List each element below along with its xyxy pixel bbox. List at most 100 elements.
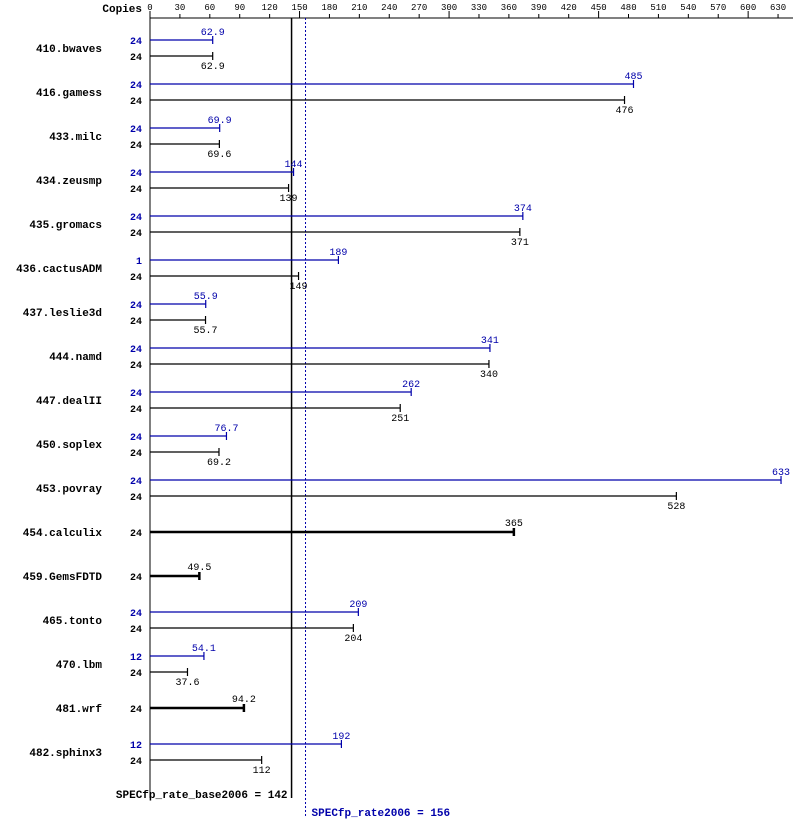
axis-tick-label: 0: [147, 3, 152, 13]
base-copies: 24: [130, 273, 142, 284]
peak-copies: 12: [130, 741, 142, 752]
base-value-label: 204: [344, 634, 362, 645]
axis-tick-label: 150: [291, 3, 307, 13]
base-value-label: 251: [391, 414, 409, 425]
base-value-label: 69.6: [207, 150, 231, 161]
chart-svg: 0306090120150180210240270300330360390420…: [0, 0, 799, 831]
benchmark-name: 447.dealII: [36, 396, 102, 408]
axis-tick-label: 510: [650, 3, 666, 13]
peak-copies: 24: [130, 125, 142, 136]
base-copies: 24: [130, 757, 142, 768]
base-value-label: 149: [290, 282, 308, 293]
base-copies: 24: [130, 625, 142, 636]
axis-tick-label: 60: [204, 3, 215, 13]
benchmark-name: 459.GemsFDTD: [23, 572, 103, 584]
peak-value-label: 54.1: [192, 644, 216, 655]
peak-copies: 1: [136, 257, 142, 268]
axis-tick-label: 360: [501, 3, 517, 13]
base-value-label: 139: [280, 194, 298, 205]
base-copies: 24: [130, 317, 142, 328]
base-copies: 24: [130, 141, 142, 152]
axis-tick-label: 630: [770, 3, 786, 13]
peak-copies: 24: [130, 169, 142, 180]
axis-tick-label: 390: [531, 3, 547, 13]
axis-tick-label: 30: [175, 3, 186, 13]
axis-tick-label: 570: [710, 3, 726, 13]
peak-copies: 24: [130, 477, 142, 488]
base-copies: 24: [130, 705, 142, 716]
benchmark-name: 453.povray: [36, 484, 102, 496]
peak-value-label: 55.9: [194, 292, 218, 303]
peak-value-label: 633: [772, 468, 790, 479]
axis-tick-label: 600: [740, 3, 756, 13]
base-value-label: 371: [511, 238, 529, 249]
benchmark-name: 470.lbm: [56, 660, 103, 672]
peak-copies: 24: [130, 81, 142, 92]
peak-value-label: 209: [349, 600, 367, 611]
benchmark-name: 433.milc: [49, 132, 102, 144]
benchmark-name: 416.gamess: [36, 88, 102, 100]
base-value-label: 49.5: [187, 563, 211, 574]
base-copies: 24: [130, 669, 142, 680]
axis-tick-label: 540: [680, 3, 696, 13]
peak-copies: 24: [130, 433, 142, 444]
base-copies: 24: [130, 573, 142, 584]
base-value-label: 528: [667, 502, 685, 513]
peak-copies: 24: [130, 37, 142, 48]
benchmark-name: 450.soplex: [36, 440, 102, 452]
benchmark-name: 465.tonto: [43, 616, 103, 628]
base-copies: 24: [130, 185, 142, 196]
base-copies: 24: [130, 229, 142, 240]
base-value-label: 112: [253, 766, 271, 777]
axis-tick-label: 300: [441, 3, 457, 13]
peak-value-label: 76.7: [214, 424, 238, 435]
peak-value-label: 192: [332, 732, 350, 743]
base-copies: 24: [130, 53, 142, 64]
axis-tick-label: 330: [471, 3, 487, 13]
base-copies: 24: [130, 405, 142, 416]
base-value-label: 476: [616, 106, 634, 117]
base-value-label: 94.2: [232, 695, 256, 706]
peak-copies: 24: [130, 389, 142, 400]
ref-base-label: SPECfp_rate_base2006 = 142: [116, 790, 288, 802]
peak-copies: 12: [130, 653, 142, 664]
axis-tick-label: 480: [620, 3, 636, 13]
axis-tick-label: 210: [351, 3, 367, 13]
benchmark-name: 481.wrf: [56, 704, 103, 716]
peak-value-label: 262: [402, 380, 420, 391]
base-value-label: 55.7: [194, 326, 218, 337]
benchmark-name: 436.cactusADM: [16, 264, 102, 276]
peak-copies: 24: [130, 609, 142, 620]
peak-value-label: 341: [481, 336, 499, 347]
axis-tick-label: 420: [561, 3, 577, 13]
ref-peak-label: SPECfp_rate2006 = 156: [312, 808, 451, 820]
benchmark-name: 435.gromacs: [29, 220, 102, 232]
peak-copies: 24: [130, 213, 142, 224]
axis-tick-label: 270: [411, 3, 427, 13]
peak-value-label: 69.9: [208, 116, 232, 127]
benchmark-name: 454.calculix: [23, 528, 103, 540]
peak-copies: 24: [130, 345, 142, 356]
base-value-label: 37.6: [175, 678, 199, 689]
benchmark-name: 444.namd: [49, 352, 102, 364]
base-copies: 24: [130, 97, 142, 108]
benchmark-name: 482.sphinx3: [29, 748, 102, 760]
axis-tick-label: 450: [591, 3, 607, 13]
benchmark-name: 434.zeusmp: [36, 176, 102, 188]
peak-value-label: 374: [514, 204, 532, 215]
spec-chart: 0306090120150180210240270300330360390420…: [0, 0, 799, 831]
axis-tick-label: 90: [234, 3, 245, 13]
base-value-label: 69.2: [207, 458, 231, 469]
axis-tick-label: 240: [381, 3, 397, 13]
peak-value-label: 485: [624, 72, 642, 83]
peak-value-label: 144: [285, 160, 303, 171]
base-copies: 24: [130, 449, 142, 460]
peak-value-label: 62.9: [201, 28, 225, 39]
base-value-label: 340: [480, 370, 498, 381]
axis-tick-label: 120: [262, 3, 278, 13]
peak-copies: 24: [130, 301, 142, 312]
base-copies: 24: [130, 493, 142, 504]
peak-value-label: 189: [329, 248, 347, 259]
benchmark-name: 410.bwaves: [36, 44, 102, 56]
base-value-label: 365: [505, 519, 523, 530]
